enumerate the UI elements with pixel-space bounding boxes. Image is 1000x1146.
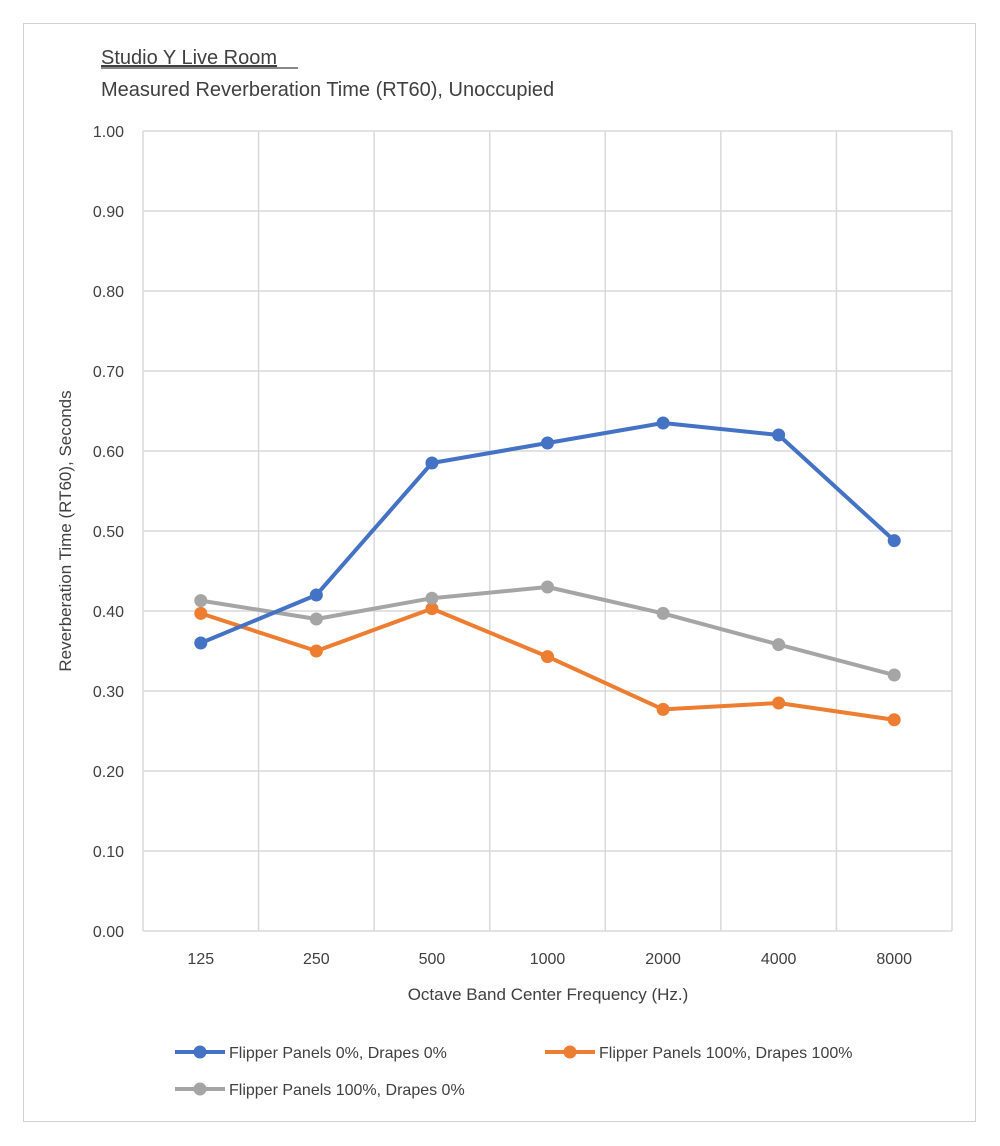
legend-marker (563, 1045, 577, 1059)
data-point (656, 416, 670, 430)
y-tick-label: 0.80 (93, 284, 124, 301)
x-tick-label: 4000 (761, 951, 797, 968)
series-3 (194, 580, 901, 682)
legend-marker (193, 1045, 207, 1059)
data-point (541, 580, 554, 594)
data-point (887, 713, 901, 727)
chart-title: Studio Y Live Room (101, 47, 277, 69)
data-point (772, 696, 786, 710)
x-axis-label: Octave Band Center Frequency (Hz.) (408, 985, 689, 1004)
data-point (772, 428, 786, 442)
data-point (309, 612, 323, 626)
data-point (194, 606, 208, 620)
y-tick-label: 0.20 (93, 764, 124, 781)
series-1 (194, 416, 901, 650)
data-point (656, 702, 670, 716)
legend-marker (193, 1082, 207, 1096)
data-point (656, 606, 670, 620)
legend-item: Flipper Panels 100%, Drapes 100% (545, 1045, 852, 1062)
y-tick-label: 0.70 (93, 364, 124, 381)
x-tick-label: 500 (419, 951, 446, 968)
data-point (309, 588, 323, 602)
series-2 (194, 602, 901, 727)
gridlines (142, 130, 953, 932)
y-tick-label: 0.30 (93, 684, 124, 701)
x-tick-label: 8000 (876, 951, 912, 968)
series-line (198, 606, 897, 722)
data-point (309, 644, 323, 658)
data-point (887, 534, 901, 548)
chart-frame (23, 23, 976, 1122)
y-tick-label: 0.40 (93, 604, 124, 621)
legend-label: Flipper Panels 0%, Drapes 0% (229, 1045, 447, 1062)
data-point (425, 591, 439, 605)
x-tick-label: 2000 (645, 951, 681, 968)
y-tick-label: 0.90 (93, 204, 124, 221)
series-line (198, 421, 897, 645)
legend-item: Flipper Panels 0%, Drapes 0% (175, 1045, 447, 1062)
y-tick-label: 1.00 (93, 124, 124, 141)
data-point (425, 456, 439, 470)
data-point (887, 668, 901, 682)
x-tick-label: 250 (303, 951, 330, 968)
y-tick-label: 0.10 (93, 844, 124, 861)
x-axis-ticks: 125 250 500 1000 2000 4000 8000 (187, 951, 912, 968)
y-tick-label: 0.00 (93, 924, 124, 941)
data-point (425, 602, 439, 616)
legend: Flipper Panels 0%, Drapes 0% Flipper Pane… (175, 1045, 852, 1099)
data-point (541, 436, 554, 450)
data-point (772, 638, 786, 652)
legend-label: Flipper Panels 100%, Drapes 0% (229, 1082, 465, 1099)
y-axis-ticks: 0.00 0.10 0.20 0.30 0.40 0.50 0.60 0.70 0.80 0.90… (93, 124, 124, 941)
y-axis-label: Reverberation Time (RT60), Seconds (56, 390, 75, 671)
legend-label: Flipper Panels 100%, Drapes 100% (599, 1045, 852, 1062)
data-point (541, 650, 554, 664)
data-point (194, 636, 208, 650)
x-tick-label: 125 (187, 951, 214, 968)
legend-item: Flipper Panels 100%, Drapes 0% (175, 1082, 465, 1099)
series-layer (194, 416, 901, 727)
data-point (194, 594, 208, 608)
chart-subtitle: Measured Reverberation Time (RT60), Unoc… (101, 79, 554, 101)
y-tick-label: 0.50 (93, 524, 124, 541)
x-tick-label: 1000 (530, 951, 566, 968)
y-tick-label: 0.60 (93, 444, 124, 461)
